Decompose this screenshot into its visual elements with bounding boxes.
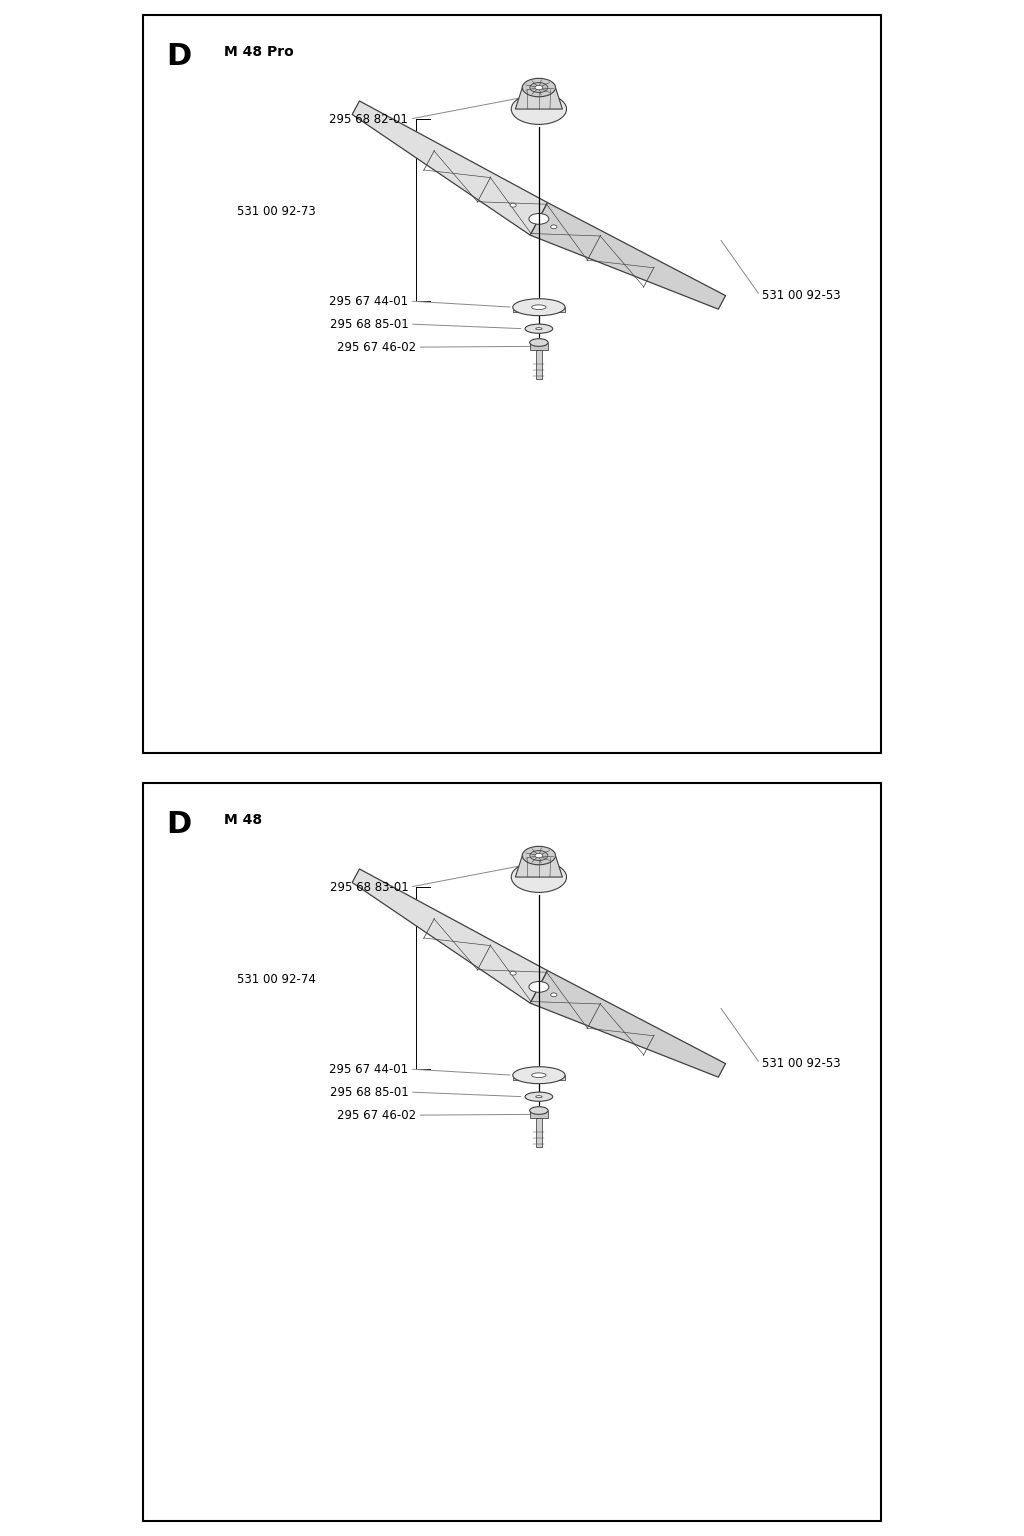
Ellipse shape bbox=[525, 324, 553, 333]
Text: M 48: M 48 bbox=[224, 813, 262, 826]
Ellipse shape bbox=[513, 1068, 565, 1084]
Ellipse shape bbox=[525, 1092, 553, 1101]
Ellipse shape bbox=[535, 86, 543, 89]
Text: 295 68 85-01: 295 68 85-01 bbox=[330, 1086, 409, 1098]
Ellipse shape bbox=[510, 971, 516, 975]
Text: 295 67 44-01: 295 67 44-01 bbox=[329, 295, 409, 307]
Text: D: D bbox=[166, 43, 191, 71]
Polygon shape bbox=[536, 1118, 542, 1147]
Polygon shape bbox=[513, 1075, 565, 1080]
Text: M 48 Pro: M 48 Pro bbox=[224, 45, 294, 58]
Polygon shape bbox=[515, 856, 562, 877]
Text: 531 00 92-73: 531 00 92-73 bbox=[238, 204, 316, 218]
Polygon shape bbox=[515, 88, 562, 109]
Text: 295 67 44-01: 295 67 44-01 bbox=[329, 1063, 409, 1075]
Ellipse shape bbox=[536, 1095, 542, 1098]
Ellipse shape bbox=[528, 214, 549, 224]
Text: 531 00 92-53: 531 00 92-53 bbox=[762, 1057, 841, 1071]
Text: 295 67 46-02: 295 67 46-02 bbox=[337, 1109, 416, 1121]
Ellipse shape bbox=[511, 94, 566, 124]
Ellipse shape bbox=[531, 1072, 546, 1078]
Ellipse shape bbox=[529, 339, 548, 347]
Ellipse shape bbox=[513, 298, 565, 316]
Ellipse shape bbox=[528, 982, 549, 992]
Ellipse shape bbox=[510, 203, 516, 207]
Text: 531 00 92-74: 531 00 92-74 bbox=[238, 972, 316, 986]
Ellipse shape bbox=[535, 854, 543, 857]
Ellipse shape bbox=[511, 862, 566, 892]
Polygon shape bbox=[352, 869, 548, 1003]
Ellipse shape bbox=[529, 1106, 548, 1115]
Ellipse shape bbox=[522, 78, 555, 97]
Text: 295 68 85-01: 295 68 85-01 bbox=[330, 318, 409, 330]
Ellipse shape bbox=[536, 327, 542, 330]
Ellipse shape bbox=[551, 224, 557, 229]
Ellipse shape bbox=[529, 851, 548, 860]
Text: 295 68 82-01: 295 68 82-01 bbox=[330, 112, 409, 126]
Polygon shape bbox=[352, 101, 548, 235]
Text: 295 67 46-02: 295 67 46-02 bbox=[337, 341, 416, 353]
Text: D: D bbox=[166, 811, 191, 839]
Polygon shape bbox=[529, 343, 548, 350]
Polygon shape bbox=[530, 203, 726, 309]
Ellipse shape bbox=[551, 992, 557, 997]
Ellipse shape bbox=[522, 846, 555, 865]
Polygon shape bbox=[529, 1111, 548, 1118]
Ellipse shape bbox=[529, 83, 548, 92]
Text: 531 00 92-53: 531 00 92-53 bbox=[762, 289, 841, 303]
Text: 295 68 83-01: 295 68 83-01 bbox=[330, 880, 409, 894]
Ellipse shape bbox=[531, 304, 546, 310]
Polygon shape bbox=[530, 971, 726, 1077]
Polygon shape bbox=[536, 350, 542, 379]
Polygon shape bbox=[513, 307, 565, 312]
